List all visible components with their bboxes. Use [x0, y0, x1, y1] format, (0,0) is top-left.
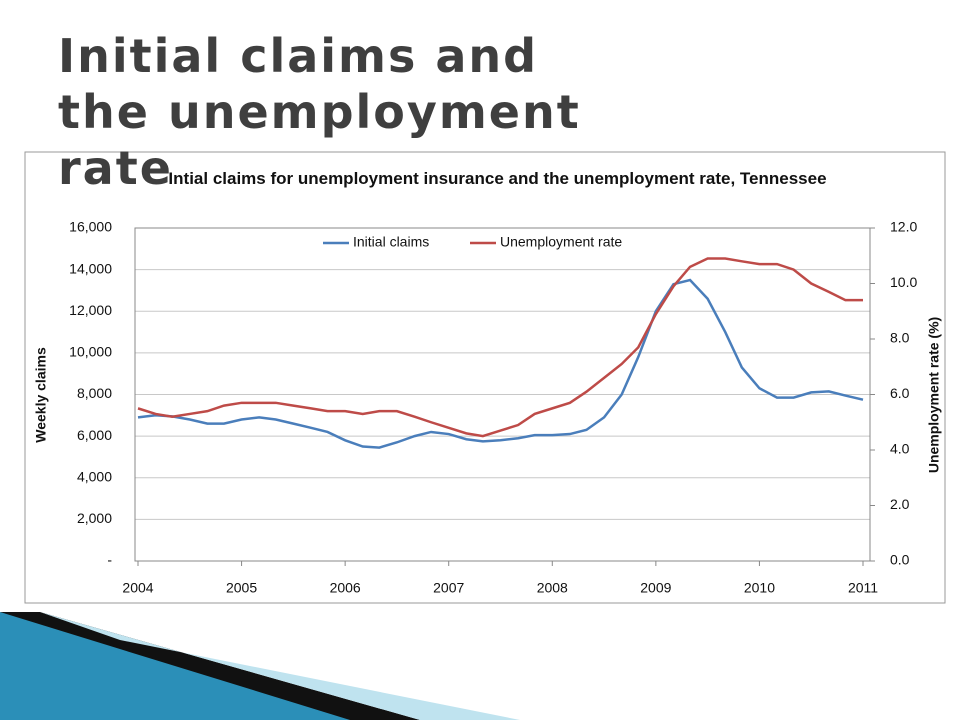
y2-tick-label: 10.0 [890, 274, 917, 290]
y-tick-label: 4,000 [77, 468, 112, 484]
y2-tick-label: 12.0 [890, 219, 917, 235]
legend-label: Unemployment rate [500, 234, 622, 250]
legend-label: Initial claims [353, 234, 429, 250]
series-line [137, 257, 863, 438]
y-tick-label: 6,000 [77, 427, 112, 443]
plot-area [134, 227, 871, 562]
x-tick-label: 2008 [537, 580, 568, 596]
y2-tick-label: 4.0 [890, 441, 910, 457]
x-tick-label: 2005 [226, 580, 257, 596]
x-tick-label: 2011 [848, 580, 878, 596]
y-tick-label: 14,000 [69, 260, 112, 276]
x-tick-label: 2009 [640, 580, 671, 596]
chart-title: Intial claims for unemployment insurance… [168, 169, 827, 188]
y-tick-label: 12,000 [69, 302, 112, 318]
slide-title: Initial claims and the unemployment rate [58, 29, 581, 195]
y-tick-label: 2,000 [77, 510, 112, 526]
decoration [0, 612, 420, 720]
y2-tick-label: 0.0 [890, 552, 910, 568]
x-tick-label: 2004 [122, 580, 153, 596]
y-tick-label: 8,000 [77, 385, 112, 401]
y2-tick-label: 8.0 [890, 330, 910, 346]
x-tick-label: 2010 [744, 580, 775, 596]
y2-axis-label: Unemployment rate (%) [926, 317, 942, 473]
x-tick-label: 2006 [330, 580, 361, 596]
y2-tick-label: 2.0 [890, 496, 910, 512]
y-tick-label: 16,000 [69, 219, 112, 235]
y-tick-label: 10,000 [69, 344, 112, 360]
plot: - 2,000 4,000 6,000 8,000 10,000 12,000 14,000 1… [33, 219, 942, 596]
y-axis-label: Weekly claims [33, 347, 49, 443]
y-tick-label: - [107, 552, 112, 568]
series-line [137, 278, 864, 449]
x-tick-label: 2007 [433, 580, 464, 596]
chart-frame [24, 151, 946, 604]
y2-tick-label: 6.0 [890, 385, 910, 401]
